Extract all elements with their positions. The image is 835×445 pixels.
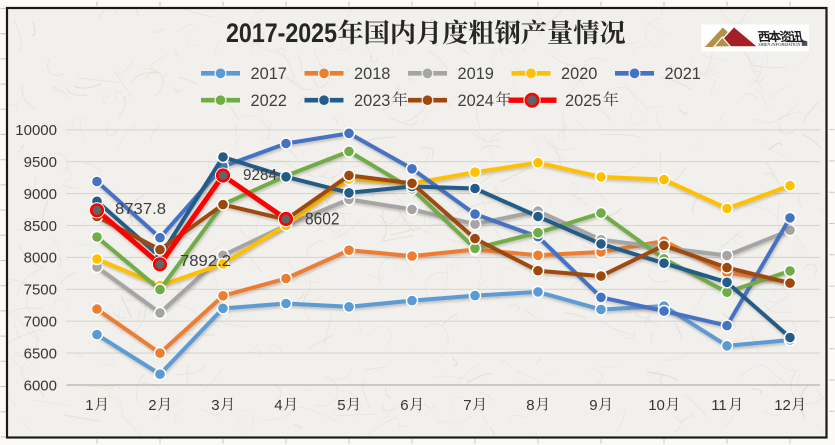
svg-text:SIBEN INFORMATION: SIBEN INFORMATION: [758, 42, 801, 47]
svg-text:12: 12: [774, 397, 791, 414]
svg-text:9: 9: [589, 397, 597, 414]
svg-text:2023: 2023: [354, 92, 390, 110]
svg-text:10000: 10000: [15, 122, 57, 139]
svg-text:2017-2025: 2017-2025: [226, 18, 337, 48]
svg-text:8000: 8000: [24, 250, 57, 267]
svg-text:8602: 8602: [305, 209, 340, 229]
svg-text:1: 1: [85, 397, 93, 414]
svg-text:7892.2: 7892.2: [180, 253, 231, 270]
svg-text:2025: 2025: [565, 92, 601, 110]
svg-text:7: 7: [463, 397, 471, 414]
svg-text:2019: 2019: [458, 65, 494, 83]
svg-text:4: 4: [274, 397, 282, 414]
svg-text:9284: 9284: [243, 167, 277, 184]
svg-text:10: 10: [648, 397, 665, 414]
svg-text:7500: 7500: [24, 282, 57, 299]
svg-text:2017: 2017: [251, 65, 287, 83]
svg-text:6: 6: [400, 397, 408, 414]
svg-text:2018: 2018: [354, 65, 390, 83]
svg-text:2020: 2020: [561, 65, 597, 83]
svg-text:9000: 9000: [24, 186, 57, 203]
svg-text:2024: 2024: [458, 92, 494, 110]
svg-text:8737.8: 8737.8: [115, 201, 166, 218]
svg-text:6500: 6500: [24, 345, 57, 362]
svg-text:11: 11: [711, 397, 727, 414]
svg-text:2021: 2021: [665, 65, 701, 83]
svg-text:8: 8: [526, 397, 534, 414]
svg-text:5: 5: [337, 397, 345, 414]
svg-text:3: 3: [211, 397, 219, 414]
svg-text:8500: 8500: [24, 218, 57, 235]
svg-text:9500: 9500: [24, 154, 57, 171]
svg-text:2: 2: [148, 397, 156, 414]
svg-text:6000: 6000: [24, 377, 57, 394]
svg-text:2022: 2022: [251, 92, 287, 110]
svg-text:7000: 7000: [24, 314, 57, 331]
